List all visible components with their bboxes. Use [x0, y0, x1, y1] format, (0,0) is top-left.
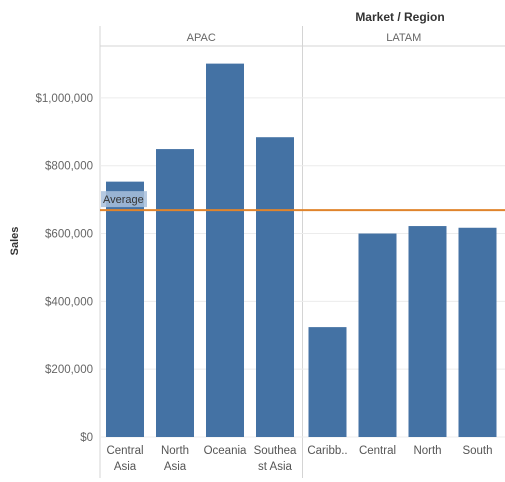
bar[interactable] [309, 327, 347, 437]
pane-header: LATAM [386, 32, 421, 44]
y-tick-label: $400,000 [45, 296, 93, 308]
bar[interactable] [206, 64, 244, 437]
x-axis-labels: Central Asia North Asia Oceania Southea st Asi… [106, 445, 492, 473]
average-label: Average [103, 194, 144, 206]
x-tick-label: Central [106, 445, 143, 457]
x-tick-label: North [161, 445, 189, 457]
y-tick-label: $200,000 [45, 364, 93, 376]
bar[interactable] [409, 226, 447, 437]
y-axis-label: Sales [9, 227, 21, 256]
bar[interactable] [256, 137, 294, 437]
y-tick-label: $0 [80, 432, 93, 444]
x-tick-label: Oceania [204, 445, 247, 457]
pane-header: APAC [187, 32, 216, 44]
y-tick-label: $800,000 [45, 161, 93, 173]
y-tick-label: $600,000 [45, 229, 93, 241]
x-tick-label: Central [359, 445, 396, 457]
bar[interactable] [459, 228, 497, 437]
x-tick-label: North [413, 445, 441, 457]
y-axis-ticks: $0 $200,000 $400,000 $600,000 $800,000 $1,000… [35, 93, 93, 444]
y-tick-label: $1,000,000 [35, 93, 93, 105]
x-tick-label: Asia [164, 461, 187, 473]
bar[interactable] [106, 182, 144, 437]
x-tick-label: South [462, 445, 492, 457]
x-tick-label: Asia [114, 461, 137, 473]
bars [106, 64, 497, 437]
bar[interactable] [156, 149, 194, 437]
column-header-title: Market / Region [355, 10, 444, 24]
x-tick-label: Caribb.. [307, 445, 347, 457]
x-tick-label: Southea [254, 445, 297, 457]
x-tick-label: st Asia [258, 461, 292, 473]
bar[interactable] [359, 234, 397, 437]
